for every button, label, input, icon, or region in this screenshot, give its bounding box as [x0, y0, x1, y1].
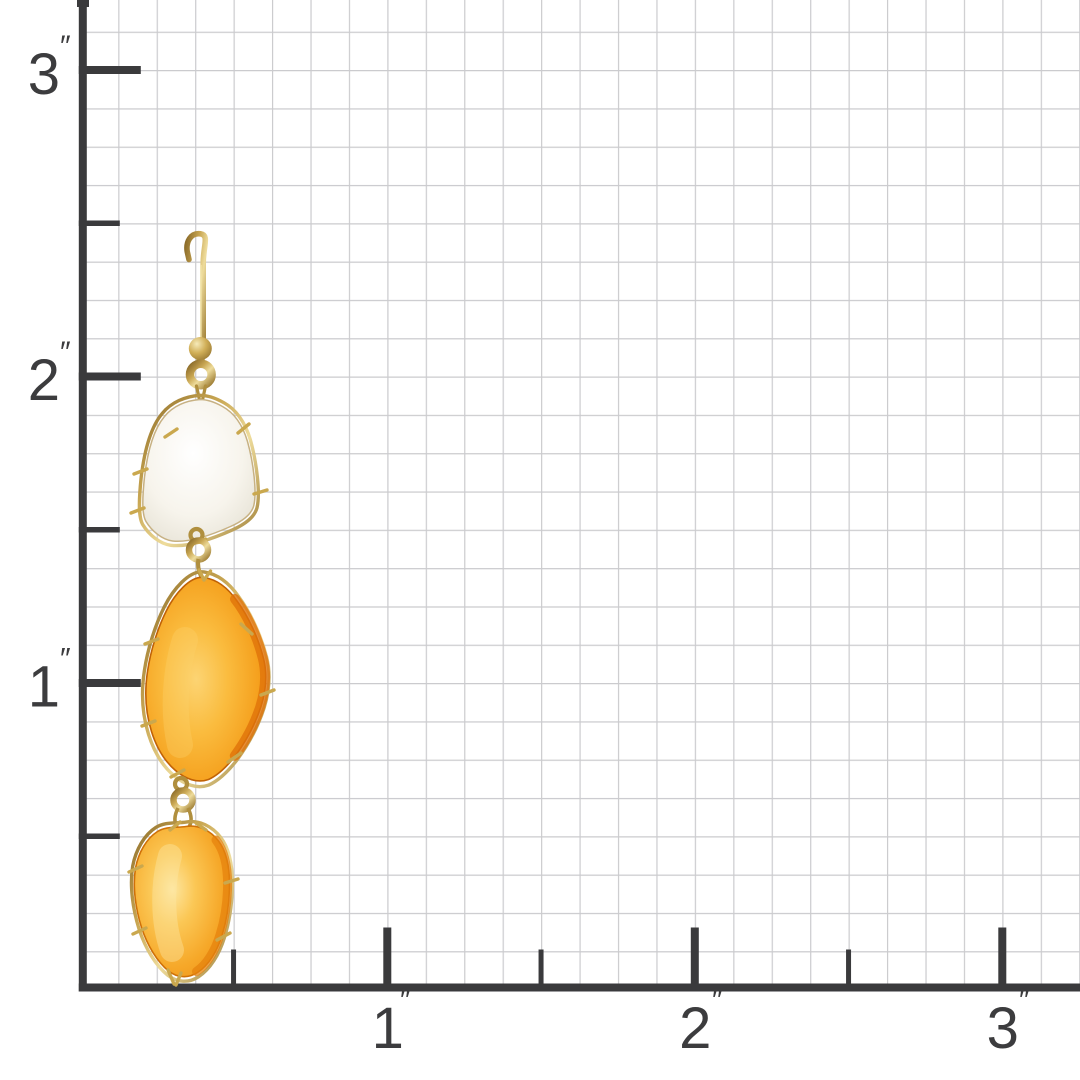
orange-stone-bottom-frame: [129, 819, 235, 983]
orange-stone-middle-streak: [162, 627, 198, 758]
jump-ring-bottom: [170, 787, 196, 813]
y-axis-label-1-unit: ″: [60, 643, 71, 676]
y-half-tick-0.5: [78, 833, 120, 839]
y-axis-label-2-unit: ″: [60, 336, 71, 369]
orange-stone-middle-prongs: [140, 568, 276, 779]
ear-wire: [184, 230, 209, 350]
x-major-tick-2: [690, 927, 699, 990]
y-half-tick-2.5: [78, 220, 120, 226]
x-half-tick-1.5: [538, 949, 544, 990]
y-axis-line: [78, 0, 87, 992]
orange-stone-bottom: [127, 819, 240, 987]
y-axis-label-1: 1: [28, 655, 59, 720]
orange-stone-bottom-streak: [152, 844, 184, 962]
x-axis-label-3-unit: ″: [1019, 984, 1030, 1017]
moonstone-bail: [194, 384, 208, 402]
gold-bead: [188, 337, 212, 360]
x-half-tick-0.5: [231, 949, 237, 990]
y-major-tick-3: [78, 66, 141, 74]
x-major-tick-3: [998, 927, 1007, 990]
y-axis-label-2: 2: [28, 348, 59, 413]
y-axis-label-3-unit: ″: [60, 30, 71, 63]
orange-stone-middle-rim: [229, 594, 271, 761]
x-axis-label-1-unit: ″: [400, 984, 411, 1017]
y-half-tick-1.5: [78, 527, 120, 533]
x-axis-label-2: 2: [679, 996, 710, 1061]
axis-labels: 3 ″ 2 ″ 1 ″ 1 ″ 2 ″ 3 ″: [28, 30, 1030, 1061]
orange-stone-middle: [140, 568, 276, 793]
earring-photo: [127, 230, 276, 987]
y-major-tick-2: [78, 372, 141, 381]
y-axis-label-3: 3: [28, 42, 59, 107]
x-major-tick-1: [383, 927, 392, 990]
orange-stone-bottom-rim: [192, 835, 233, 976]
x-half-tick-2.5: [846, 949, 852, 990]
x-axis-label-1: 1: [372, 996, 403, 1061]
ruler-ticks: [78, 66, 1007, 990]
jump-ring-top: [185, 359, 216, 390]
x-axis-label-2-unit: ″: [712, 984, 723, 1017]
x-axis-line: [78, 983, 1080, 992]
x-axis-label-3: 3: [987, 996, 1018, 1061]
y-major-tick-1: [78, 679, 141, 687]
orange-stone-bottom-prongs: [127, 820, 240, 987]
